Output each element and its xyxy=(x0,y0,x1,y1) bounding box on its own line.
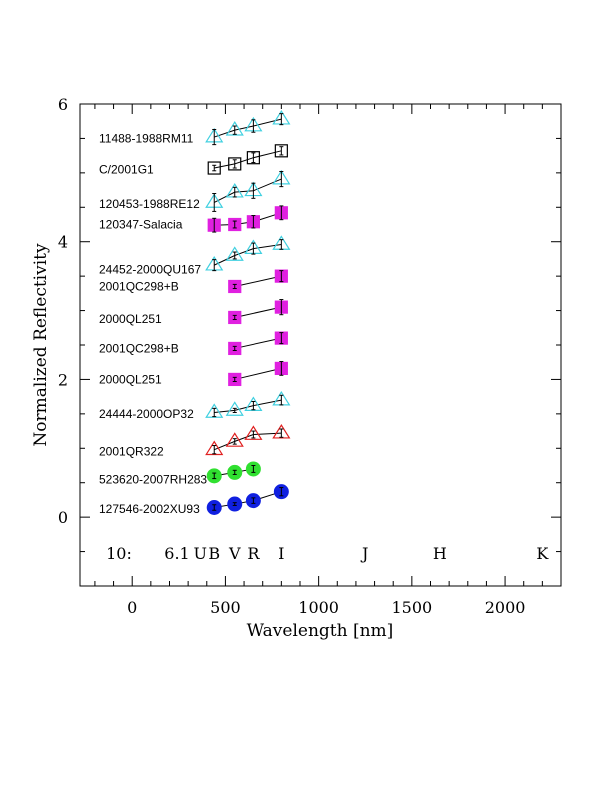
series-4: 24452-2000QU167 xyxy=(99,235,291,276)
series-line xyxy=(214,243,282,266)
series-0: 11488-1988RM11 xyxy=(99,110,291,145)
data-point xyxy=(244,425,263,440)
y-axis-label: Normalized Reflectivity xyxy=(31,243,51,447)
series-5: 2001QC298+B xyxy=(99,269,288,293)
data-point xyxy=(205,403,224,418)
data-point xyxy=(244,396,263,411)
x-tick-label: 500 xyxy=(210,598,241,617)
data-point xyxy=(225,432,244,447)
series-label: 523620-2007RH283 xyxy=(99,472,207,486)
band-row-prefix: 10: xyxy=(106,544,132,563)
y-tick-label: 4 xyxy=(58,233,68,252)
series-3: 120347-Salacia xyxy=(99,205,288,233)
series-line xyxy=(214,491,282,508)
data-point xyxy=(225,121,244,136)
x-tick-label: 1000 xyxy=(298,598,339,617)
x-tick-labels: 0 500 1000 1500 2000 xyxy=(127,598,525,617)
band-letter-B: B xyxy=(208,544,220,563)
series-11: 523620-2007RH283 xyxy=(99,461,261,486)
series-label: 24444-2000OP32 xyxy=(99,407,194,421)
data-point xyxy=(207,161,221,175)
x-tick-label: 2000 xyxy=(485,598,526,617)
band-letter-I: I xyxy=(278,544,284,563)
data-point xyxy=(274,144,288,158)
series-line xyxy=(214,432,282,451)
series-2: 120453-1988RE12 xyxy=(99,169,291,212)
y-tick-label: 0 xyxy=(58,508,68,527)
series-line xyxy=(214,212,282,226)
band-letter-H: H xyxy=(433,544,447,563)
series-label: C/2001G1 xyxy=(99,162,154,176)
series-line xyxy=(214,178,282,203)
series-label: 120347-Salacia xyxy=(99,218,183,232)
series-label: 2001QC298+B xyxy=(99,279,179,293)
series-1: C/2001G1 xyxy=(99,144,288,176)
series-label: 127546-2002XU93 xyxy=(99,502,200,516)
series-12: 127546-2002XU93 xyxy=(99,484,289,516)
series-line xyxy=(214,399,282,413)
series-line xyxy=(234,367,282,380)
series-8: 2000QL251 xyxy=(99,361,288,386)
series-6: 2000QL251 xyxy=(99,299,288,326)
band-letter-K: K xyxy=(536,544,549,563)
y-tick-labels: 0 2 4 6 xyxy=(58,95,68,527)
x-tick-label: 0 xyxy=(127,598,137,617)
series-label: 2000QL251 xyxy=(99,372,162,386)
y-tick-label: 6 xyxy=(58,95,68,114)
band-letter-U: U xyxy=(194,544,207,563)
data-point xyxy=(225,246,244,261)
series-label: 2001QC298+B xyxy=(99,341,179,355)
series-9: 24444-2000OP32 xyxy=(99,390,291,421)
series-label: 2001QR322 xyxy=(99,445,164,459)
x-tick-label: 1500 xyxy=(391,598,432,617)
series-label: 11488-1988RM11 xyxy=(99,131,194,145)
series-line xyxy=(234,275,282,287)
data-point xyxy=(228,157,242,171)
data-point xyxy=(272,424,291,439)
band-letter-J: J xyxy=(360,544,368,563)
band-row-value: 6.1 xyxy=(164,544,189,563)
series-7: 2001QC298+B xyxy=(99,331,288,355)
band-letter-V: V xyxy=(228,544,241,563)
series-10: 2001QR322 xyxy=(99,424,291,459)
x-axis-label: Wavelength [nm] xyxy=(247,621,394,641)
data-point xyxy=(205,440,224,456)
data-point xyxy=(225,401,244,416)
series-line xyxy=(234,306,282,318)
series-layer: 11488-1988RM11 C/2001G1 120453-1988RE12 120… xyxy=(99,110,291,516)
series-label: 120453-1988RE12 xyxy=(99,197,200,211)
y-tick-label: 2 xyxy=(58,370,68,389)
series-line xyxy=(234,337,282,349)
series-line xyxy=(214,118,282,138)
band-letter-R: R xyxy=(247,544,260,563)
series-label: 2000QL251 xyxy=(99,312,162,326)
series-label: 24452-2000QU167 xyxy=(99,262,201,276)
data-point xyxy=(246,151,260,165)
axis-ticks xyxy=(80,103,562,587)
series-line xyxy=(214,150,282,169)
